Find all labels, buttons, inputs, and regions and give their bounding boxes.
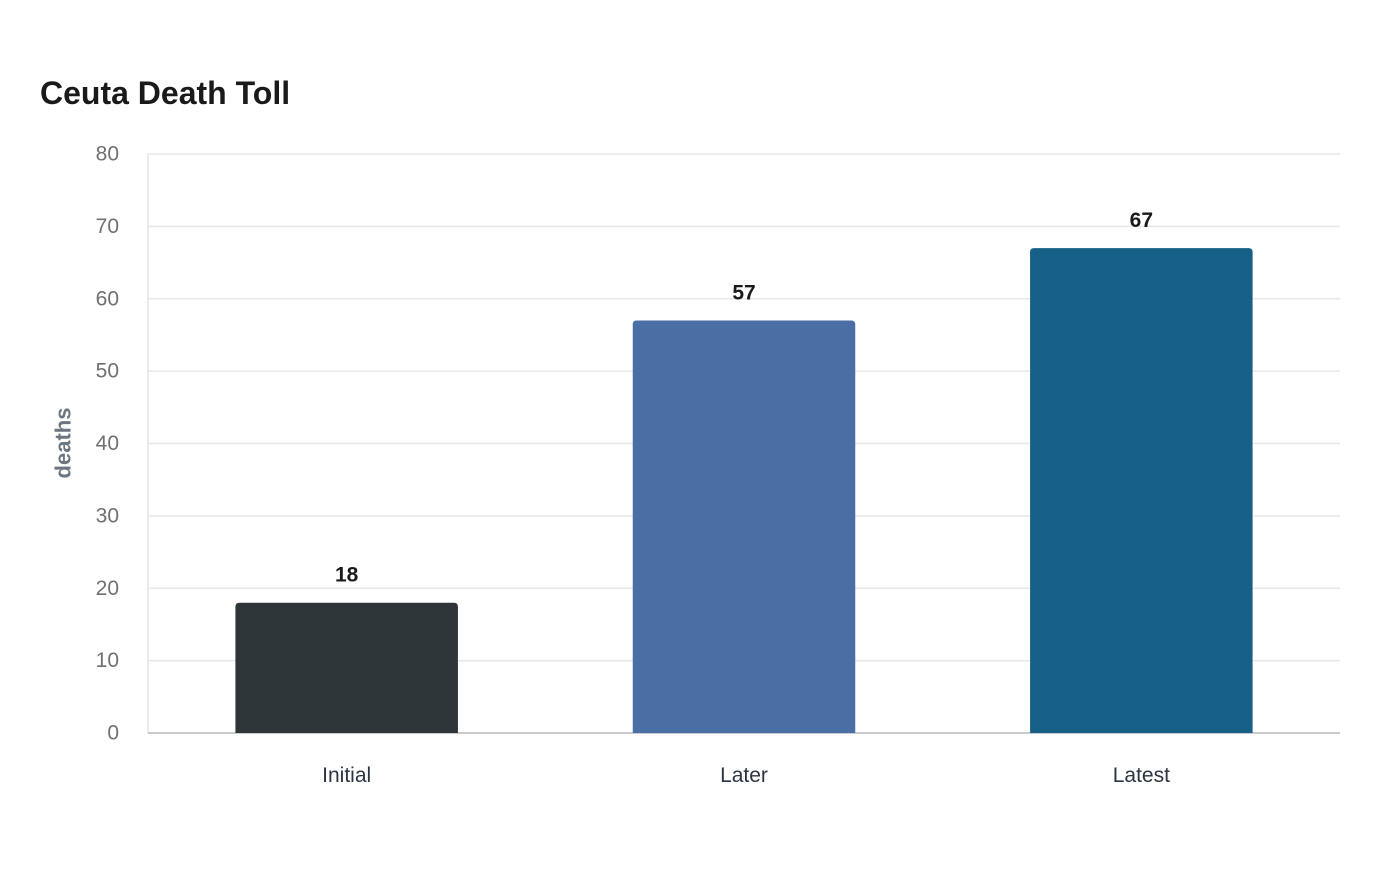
y-tick-label: 30 — [96, 504, 119, 527]
bars — [235, 248, 1253, 733]
chart-title: Ceuta Death Toll — [40, 75, 291, 111]
y-tick-label: 80 — [96, 143, 119, 166]
bar — [1030, 248, 1253, 733]
y-tick-label: 20 — [96, 577, 119, 600]
y-tick-label: 40 — [96, 432, 119, 455]
y-tick-label: 0 — [107, 722, 119, 745]
y-tick-label: 10 — [96, 649, 119, 672]
x-tick-label: Latest — [1113, 764, 1170, 787]
data-label: 18 — [335, 564, 359, 587]
labels: 0 10 20 30 40 50 60 70 80 18 Initial 57 Later 67 Lates… — [96, 143, 1170, 788]
y-tick-label: 60 — [96, 287, 119, 310]
data-label: 67 — [1130, 209, 1153, 232]
data-label: 57 — [732, 281, 755, 304]
y-tick-label: 50 — [96, 360, 119, 383]
bar — [235, 602, 458, 733]
y-tick-label: 70 — [96, 215, 119, 238]
y-axis-title: deaths — [51, 408, 76, 479]
bar — [632, 320, 856, 733]
x-tick-label: Initial — [322, 764, 371, 787]
x-tick-label: Later — [720, 764, 768, 787]
